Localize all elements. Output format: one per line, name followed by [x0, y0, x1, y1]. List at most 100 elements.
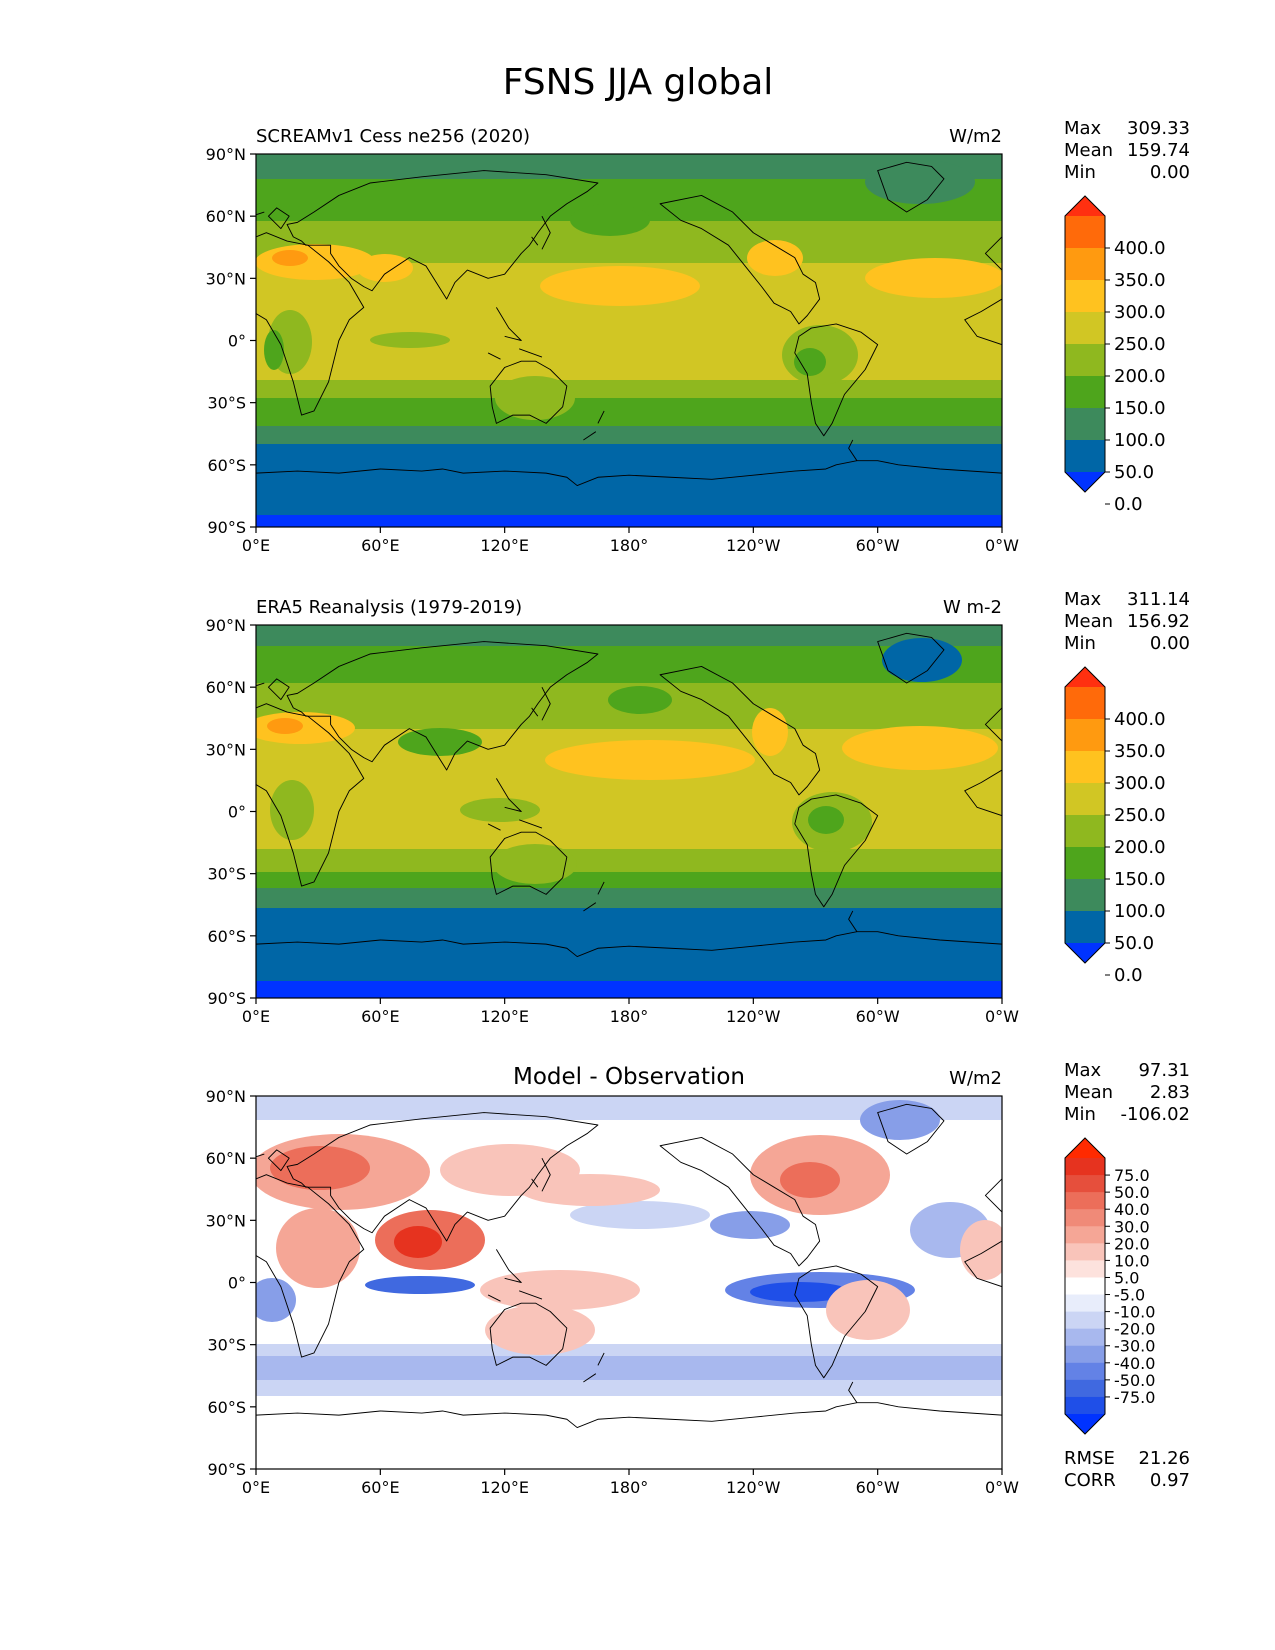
band-midlat-south [256, 398, 1002, 426]
stat-corr-value: 0.97 [1150, 1470, 1190, 1491]
region-australia [495, 376, 575, 420]
region-australia-warm [485, 1305, 595, 1355]
colorbar-extend-min [1065, 943, 1105, 963]
region-north-pacific-high [540, 266, 700, 306]
region-greenland [882, 638, 962, 682]
region-canada-cool [860, 1100, 940, 1140]
y-tick-label: 60°S [207, 927, 246, 946]
colorbar-band [1065, 344, 1105, 377]
colorbar-extend-min [1065, 472, 1105, 492]
y-axis-ticks: 90°N 60°N 30°N 0° 30°S 60°S 90°S [206, 145, 256, 537]
y-tick-label: 90°N [206, 616, 246, 635]
stat-mean-value: 2.83 [1150, 1082, 1190, 1103]
region-amazon-core [794, 348, 826, 376]
colorbar-label: -20.0 [1114, 1320, 1155, 1339]
region-western-us [752, 708, 788, 756]
colorbar-band [1065, 1226, 1105, 1244]
region-north-pacific-high [545, 740, 755, 780]
map-obs [256, 625, 1002, 998]
band-antarctic [256, 444, 1002, 515]
colorbar-band [1065, 847, 1105, 880]
colorbar-label: 300.0 [1114, 302, 1166, 323]
y-tick-label: 30°N [206, 1211, 246, 1230]
region-indonesia [460, 798, 540, 822]
colorbar-label: 200.0 [1114, 837, 1166, 858]
stat-mean-label: Mean [1064, 140, 1113, 161]
band-subtropics-south [256, 380, 1002, 398]
band-south-pole [256, 515, 1002, 527]
colorbar-label: 20.0 [1114, 1234, 1150, 1253]
x-tick-label: 180° [610, 1007, 649, 1026]
colorbar-extend-max [1065, 667, 1105, 687]
region-mediterranean [267, 718, 303, 734]
panel-diff-title: Model - Observation [513, 1064, 745, 1090]
colorbar-band [1065, 719, 1105, 752]
y-tick-label: 60°N [206, 207, 246, 226]
colorbar-label: 100.0 [1114, 901, 1166, 922]
stats-diff: Max 97.31 Mean 2.83 Min -106.02 RMSE 21.… [1064, 1060, 1190, 1491]
band-southern-ocean [256, 426, 1002, 444]
colorbar-extend-max [1065, 1138, 1105, 1158]
y-tick-label: 0° [228, 803, 246, 822]
region-western-us [747, 240, 803, 276]
colorbar-band [1065, 1260, 1105, 1279]
x-tick-label: 0°W [985, 1007, 1019, 1026]
region-greenland [865, 160, 975, 204]
colorbar-label: 5.0 [1114, 1268, 1139, 1287]
colorbar-label: 250.0 [1114, 334, 1166, 355]
colorbar-band [1065, 376, 1105, 409]
stat-min-value: 0.00 [1150, 633, 1190, 654]
y-tick-label: 90°N [206, 145, 246, 164]
x-tick-label: 120°E [480, 1007, 529, 1026]
x-tick-label: 60°E [361, 536, 399, 555]
stat-max-value: 97.31 [1138, 1060, 1190, 1081]
colorbar-band [1065, 1277, 1105, 1296]
stat-mean-label: Mean [1064, 611, 1113, 632]
band-tropics [256, 787, 1002, 849]
region-atlantic-warm [960, 1220, 1002, 1280]
colorbar-band [1065, 1294, 1105, 1313]
stat-rmse-value: 21.26 [1138, 1448, 1190, 1469]
colorbar-band [1065, 1192, 1105, 1210]
region-mediterranean [272, 250, 308, 266]
stat-mean-value: 156.92 [1127, 611, 1190, 632]
map-model [256, 154, 1002, 527]
colorbar-band [1065, 1362, 1105, 1381]
colorbar-band [1065, 1379, 1105, 1398]
colorbar-band [1065, 879, 1105, 912]
colorbar-extend-min [1065, 1414, 1105, 1434]
colorbar-label: 150.0 [1114, 398, 1166, 419]
x-tick-label: 60°E [361, 1007, 399, 1026]
band-tropics [256, 318, 1002, 380]
region-maritime-continent [480, 1270, 640, 1310]
y-tick-label: 90°S [207, 989, 246, 1008]
colorbar-band [1065, 815, 1105, 848]
panel-diff: Model - Observation W/m2 [206, 1060, 1190, 1497]
band-antarctic [256, 908, 1002, 981]
stat-min-label: Min [1064, 162, 1096, 183]
colorbar-label: 250.0 [1114, 805, 1166, 826]
band-southern-ocean [256, 888, 1002, 908]
region-australia [493, 844, 577, 884]
x-tick-label: 180° [610, 536, 649, 555]
colorbar-label: -50.0 [1114, 1371, 1155, 1390]
region-siberia [608, 686, 672, 714]
region-europe-core [270, 1146, 370, 1190]
colorbar-label: 10.0 [1114, 1251, 1150, 1270]
y-tick-label: 90°N [206, 1087, 246, 1106]
region-north-america-core [780, 1162, 840, 1198]
band-antarctic [256, 1396, 1002, 1469]
region-north-pacific-cool [570, 1201, 710, 1229]
stat-min-label: Min [1064, 633, 1096, 654]
y-axis-ticks: 90°N 60°N 30°N 0° 30°S 60°S 90°S [206, 616, 256, 1008]
colorbar-outline [1064, 1137, 1106, 1435]
colorbar-band [1065, 1328, 1105, 1347]
y-tick-label: 30°S [207, 1336, 246, 1355]
panel-obs: ERA5 Reanalysis (1979-2019) W m-2 [206, 589, 1190, 1026]
region-subtropical-pacific-cool [710, 1211, 790, 1239]
x-tick-label: 60°W [856, 1478, 900, 1497]
x-axis-ticks: 0°E 60°E 120°E 180° 120°W 60°W 0°W [242, 998, 1019, 1026]
y-tick-label: 30°N [206, 269, 246, 288]
colorbar-label: 300.0 [1114, 773, 1166, 794]
